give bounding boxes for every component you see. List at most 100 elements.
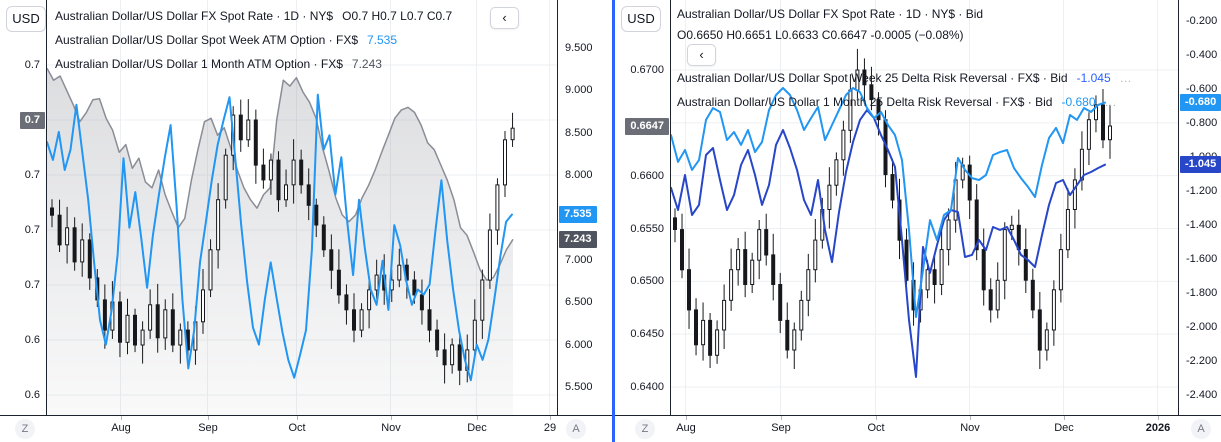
time-axis[interactable]: Z Aug Sep Oct Nov Dec 29 A [0,415,612,442]
price-axis-right[interactable]: -0.200-0.400-0.600-0.800-1.000-1.200-1.4… [1178,0,1221,415]
candle-body [503,139,507,186]
candle-body [352,309,356,331]
y-axis-tick-label: 0.6600 [630,169,664,182]
candle-body [246,119,251,141]
legend-series-row[interactable]: Australian Dollar/US Dollar 1 Month ATM … [55,57,391,72]
price-badge: 7.535 [559,206,597,224]
candle-body [480,279,485,321]
chart-plot-area[interactable]: Australian Dollar/US Dollar FX Spot Rate… [47,0,557,415]
legend-series-row[interactable]: O0.6650 H0.6651 L0.6633 C0.6647 -0.0005 … [677,28,973,43]
candle-body [238,114,243,141]
currency-button[interactable]: USD [621,6,661,32]
time-tick-mark [1064,416,1065,420]
price-badge: 0.6647 [625,117,669,135]
y-axis-tick-label: -0.400 [1186,49,1218,61]
candle-body [834,159,839,186]
legend-series-row[interactable]: Australian Dollar/US Dollar Spot Week 25… [677,71,1141,86]
candle-body [216,199,221,251]
time-tick-label: Dec [1054,422,1074,434]
legend-collapse-button[interactable]: ‹ [687,44,716,66]
candle-body [412,279,417,296]
y-axis-tick-label: 0.7 [24,279,40,291]
candle-body [155,304,160,339]
candle-body [276,159,281,201]
candle-body [201,289,205,323]
y-axis-tick-label: 8.000 [565,169,593,182]
y-axis-tick-label: 5.500 [565,381,593,393]
legend-collapse-button[interactable]: ‹ [490,7,519,29]
candle-body [208,249,213,291]
candle-body [65,227,70,246]
candle-body [1037,309,1042,351]
candle-body [344,294,349,311]
y-axis-tick-label: 8.500 [565,126,593,139]
timezone-button[interactable]: Z [15,419,35,439]
time-axis-scale[interactable]: Aug Sep Oct Nov Dec 29 [48,416,558,442]
y-axis-tick-label: -1.200 [1186,185,1218,197]
currency-button[interactable]: USD [6,6,46,32]
candle-body [869,84,874,101]
candle-body [291,159,296,186]
time-tick-label: Nov [381,422,401,434]
legend-text: O0.6650 H0.6651 L0.6633 C0.6647 -0.0005 … [677,28,964,42]
price-badge: 0.7 [19,111,45,129]
price-axis-right[interactable]: 9.5009.0008.5008.0007.5007.0006.5006.000… [557,0,610,415]
chart-plot-area[interactable]: Australian Dollar/US Dollar FX Spot Rate… [671,0,1178,415]
pane-divider[interactable] [612,0,615,442]
time-tick-mark [876,416,877,420]
legend-series-row[interactable]: Australian Dollar/US Dollar 1 Month 25 D… [677,95,1126,110]
auto-scale-button[interactable]: A [566,419,586,439]
time-tick-mark [550,416,551,420]
candle-body [694,309,698,346]
time-tick-label: Sep [198,422,218,434]
y-axis-tick-label: 7.000 [565,253,593,266]
time-tick-mark [477,416,478,420]
candle-body [102,299,107,331]
fx-spot-rate-bid-candles [673,48,1112,369]
legend-text: Australian Dollar/US Dollar 1 Month ATM … [55,57,343,71]
candle-body [799,299,804,331]
legend-series-row[interactable]: Australian Dollar/US Dollar Spot Week AT… [55,33,406,48]
candle-body [435,329,440,351]
time-tick-mark [391,416,392,420]
candle-body [743,249,748,286]
time-axis-scale[interactable]: Aug Sep Oct Nov Dec 2026 [672,416,1179,442]
candle-body [72,227,77,263]
price-axis-left[interactable]: 0.70.70.70.70.70.60.60.7 [0,0,47,415]
y-axis-tick-label: -1.600 [1186,253,1218,265]
legend-main-row[interactable]: Australian Dollar/US Dollar FX Spot Rate… [55,9,461,24]
legend-text: … [1104,95,1117,109]
timezone-button[interactable]: Z [635,419,655,439]
candle-body [841,129,846,161]
candle-body [939,249,944,286]
candle-body [1009,224,1014,231]
price-axis-left[interactable]: 0.67000.66500.66000.65500.65000.64500.64… [615,0,671,415]
candle-body [427,309,432,331]
candle-body [946,219,951,251]
candle-body [813,239,818,271]
y-axis-tick-label: 0.6500 [630,275,664,288]
time-tick-mark [121,416,122,420]
candle-body [764,229,769,256]
candle-body [827,184,832,210]
time-axis[interactable]: Z Aug Sep Oct Nov Dec 2026 A [615,415,1221,442]
time-tick-mark [208,416,209,420]
auto-scale-button[interactable]: A [1191,419,1211,439]
legend-main-row[interactable]: Australian Dollar/US Dollar FX Spot Rate… [677,7,992,22]
candle-body [1002,229,1007,281]
candle-body [673,217,677,230]
candle-body [680,229,684,271]
candle-body [981,249,986,291]
candle-body [1051,289,1056,331]
time-axis-left-corner: Z [0,416,48,442]
candle-body [722,299,727,331]
candle-body [932,269,937,286]
fx-spot-rate-candles [50,99,515,386]
candle-body [785,319,790,351]
candle-body [457,344,462,371]
one-month-risk-reversal-line [671,87,1106,318]
y-axis-tick-label: -2.400 [1186,389,1218,401]
spot-week-atm-line [47,93,513,382]
candle-body [472,319,477,351]
